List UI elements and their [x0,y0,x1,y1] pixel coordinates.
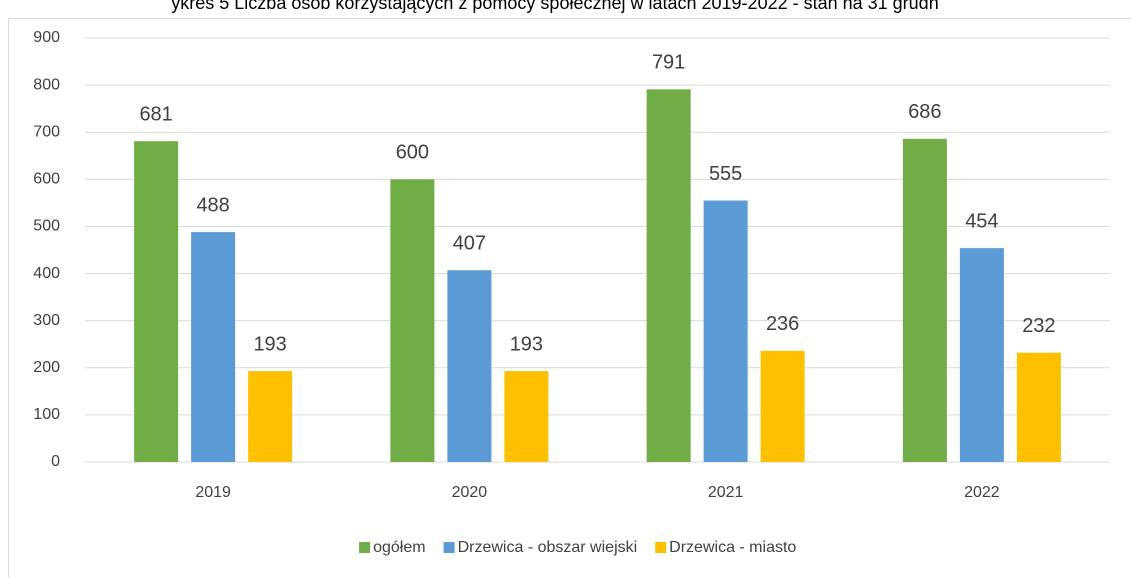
bar [447,270,492,462]
chart-border [8,18,1131,577]
legend-label: Drzewica - miasto [669,539,796,556]
bar [760,350,805,462]
legend-label: ogółem [373,539,425,556]
x-tick-label: 2020 [452,484,488,501]
x-tick-label: 2021 [708,484,744,501]
y-tick-label: 600 [33,171,60,188]
value-label: 791 [652,52,685,74]
bar [646,89,691,463]
legend-swatch [655,542,667,553]
value-label: 193 [510,333,543,355]
bar [134,141,179,462]
y-tick-label: 300 [33,312,60,329]
value-label: 236 [766,313,799,335]
value-label: 407 [453,233,486,255]
y-tick-label: 400 [33,265,60,282]
y-tick-label: 900 [33,29,60,46]
bar [703,200,748,463]
y-tick-label: 700 [33,123,60,140]
y-tick-label: 800 [33,76,60,93]
value-label: 488 [196,194,229,216]
legend-swatch [359,542,371,553]
value-label: 600 [396,142,429,164]
value-label: 555 [709,163,742,185]
value-label: 686 [908,101,941,123]
bar [959,248,1004,462]
value-label: 454 [965,210,998,232]
bar [902,138,947,462]
bar [1016,352,1061,462]
bar [191,232,236,462]
legend-swatch [443,542,455,553]
y-tick-label: 100 [33,406,60,423]
legend-label: Drzewica - obszar wiejski [458,539,638,556]
x-tick-label: 2019 [195,484,231,501]
y-tick-label: 500 [33,218,60,235]
value-label: 232 [1022,315,1055,337]
value-label: 681 [139,103,172,125]
y-tick-label: 0 [51,453,60,470]
bar [248,371,293,462]
bar [390,179,435,463]
value-label: 193 [253,333,286,355]
chart-title: ykres 5 Liczba osób korzystających z pom… [171,0,938,13]
bar [504,371,549,462]
y-tick-label: 200 [33,359,60,376]
x-tick-label: 2022 [964,484,1000,501]
